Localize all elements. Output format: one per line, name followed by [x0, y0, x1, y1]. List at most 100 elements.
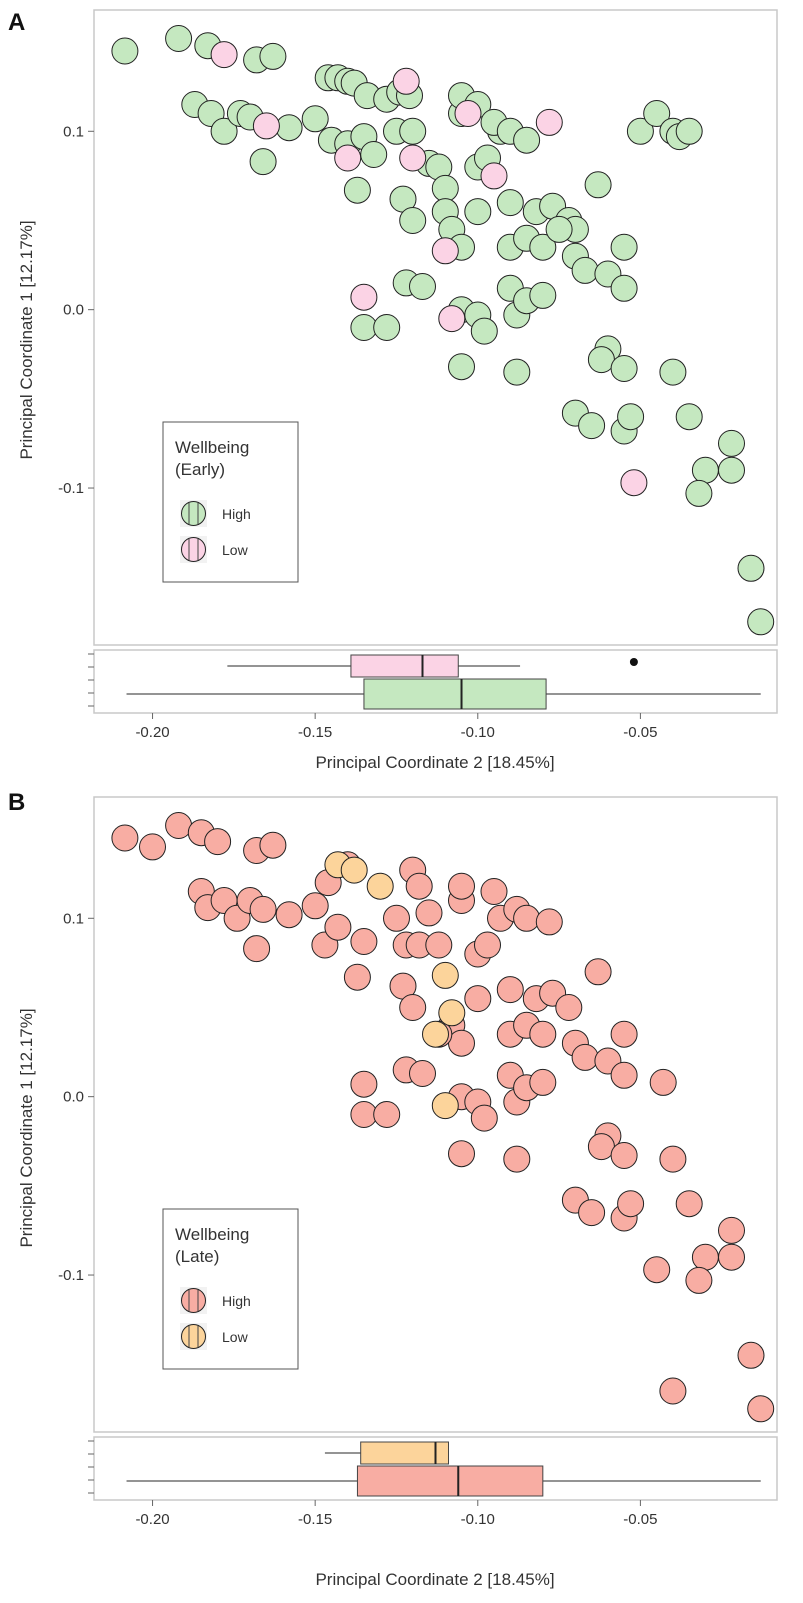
outlier-low	[629, 658, 638, 666]
point-high	[350, 314, 378, 341]
point-high	[610, 274, 638, 302]
point-high	[360, 141, 388, 168]
point-high	[448, 1140, 475, 1168]
y-tick-label: 0.0	[63, 1089, 84, 1106]
point-high	[373, 314, 401, 341]
point-high	[529, 1068, 557, 1096]
point-high	[659, 1145, 687, 1173]
panel-b: B Principal Coordinate 1 [12.17%] 0.1 0.0…	[8, 789, 778, 1589]
point-high	[496, 189, 524, 217]
point-high	[610, 1061, 638, 1089]
y-axis-label: Principal Coordinate 1 [12.17%]	[17, 220, 36, 459]
point-high	[399, 117, 427, 145]
point-high	[165, 812, 193, 839]
point-high	[578, 412, 606, 440]
point-high	[350, 1070, 378, 1098]
point-high	[448, 353, 475, 381]
point-high	[405, 872, 433, 900]
point-high	[617, 403, 645, 431]
point-high	[659, 1377, 687, 1405]
point-low	[438, 305, 466, 333]
boxplots	[126, 654, 761, 710]
point-high	[111, 37, 139, 65]
point-high	[301, 892, 329, 920]
y-axis-ticks: 0.1 0.0 -0.1	[58, 910, 94, 1284]
scatter-points	[111, 812, 775, 1423]
point-low	[340, 856, 368, 884]
panel-letter: A	[8, 9, 25, 36]
point-high	[529, 281, 557, 309]
point-high	[718, 1243, 745, 1271]
point-high	[373, 1101, 401, 1128]
point-low	[399, 144, 427, 172]
legend-key-high	[180, 1287, 207, 1314]
x-axis-ticks: -0.20 -0.15 -0.10 -0.05	[135, 713, 658, 741]
box-low	[350, 654, 459, 678]
point-high	[571, 1043, 599, 1071]
point-high	[584, 171, 612, 199]
y-tick-label: 0.0	[63, 302, 84, 319]
x-tick-label: -0.15	[298, 1511, 332, 1528]
point-high	[535, 908, 563, 936]
scatter-points	[111, 25, 775, 636]
point-high	[431, 174, 459, 202]
x-tick-label: -0.05	[623, 724, 657, 741]
x-tick-label: -0.15	[298, 724, 332, 741]
x-tick-label: -0.10	[461, 724, 495, 741]
point-high	[399, 207, 427, 234]
point-high	[249, 148, 277, 176]
x-tick-label: -0.20	[135, 1511, 169, 1528]
point-low	[438, 999, 466, 1027]
x-axis-label: Principal Coordinate 2 [18.45%]	[315, 1570, 554, 1589]
x-axis-label: Principal Coordinate 2 [18.45%]	[315, 753, 554, 772]
x-tick-label: -0.10	[461, 1511, 495, 1528]
point-high	[409, 1060, 436, 1087]
point-high	[545, 215, 573, 243]
legend-title-line-1: Wellbeing	[175, 438, 249, 457]
point-high	[350, 928, 378, 955]
point-high	[571, 256, 599, 284]
point-low	[535, 108, 563, 136]
point-high	[513, 126, 541, 154]
point-high	[685, 479, 713, 507]
point-high	[275, 901, 303, 929]
legend: Wellbeing (Early) High Low	[162, 421, 299, 583]
point-high	[343, 176, 371, 204]
legend: Wellbeing (Late) High Low	[162, 1208, 299, 1370]
point-high	[587, 1133, 615, 1161]
x-tick-label: -0.20	[135, 724, 169, 741]
point-high	[691, 1243, 719, 1271]
y-tick-label: -0.1	[58, 1267, 84, 1284]
point-high	[243, 935, 271, 963]
point-high	[649, 1068, 677, 1096]
point-high	[464, 198, 492, 226]
point-high	[718, 1216, 745, 1244]
box-high	[363, 678, 547, 710]
legend-key-high	[180, 500, 207, 527]
point-low	[334, 144, 362, 172]
x-tick-label: -0.05	[623, 1511, 657, 1528]
legend-marker-high	[181, 501, 206, 526]
y-tick-label: 0.1	[63, 910, 84, 927]
point-high	[409, 273, 436, 300]
point-high	[737, 1341, 765, 1369]
point-low	[454, 100, 482, 127]
box-low	[360, 1441, 450, 1465]
point-high	[350, 1101, 378, 1128]
point-high	[343, 963, 371, 991]
legend-title-line-1: Wellbeing	[175, 1225, 249, 1244]
point-high	[737, 554, 765, 582]
boxplots	[126, 1441, 761, 1497]
point-high	[691, 456, 719, 484]
y-axis-label: Principal Coordinate 1 [12.17%]	[17, 1008, 36, 1247]
point-high	[324, 913, 352, 941]
point-high	[204, 828, 232, 856]
boxplot-left-ticks	[88, 653, 94, 707]
point-high	[448, 1029, 475, 1057]
legend-marker-high	[181, 1288, 206, 1313]
point-high	[301, 105, 329, 133]
point-high	[165, 25, 193, 52]
point-low	[252, 112, 280, 140]
legend-marker-low	[181, 1324, 206, 1349]
